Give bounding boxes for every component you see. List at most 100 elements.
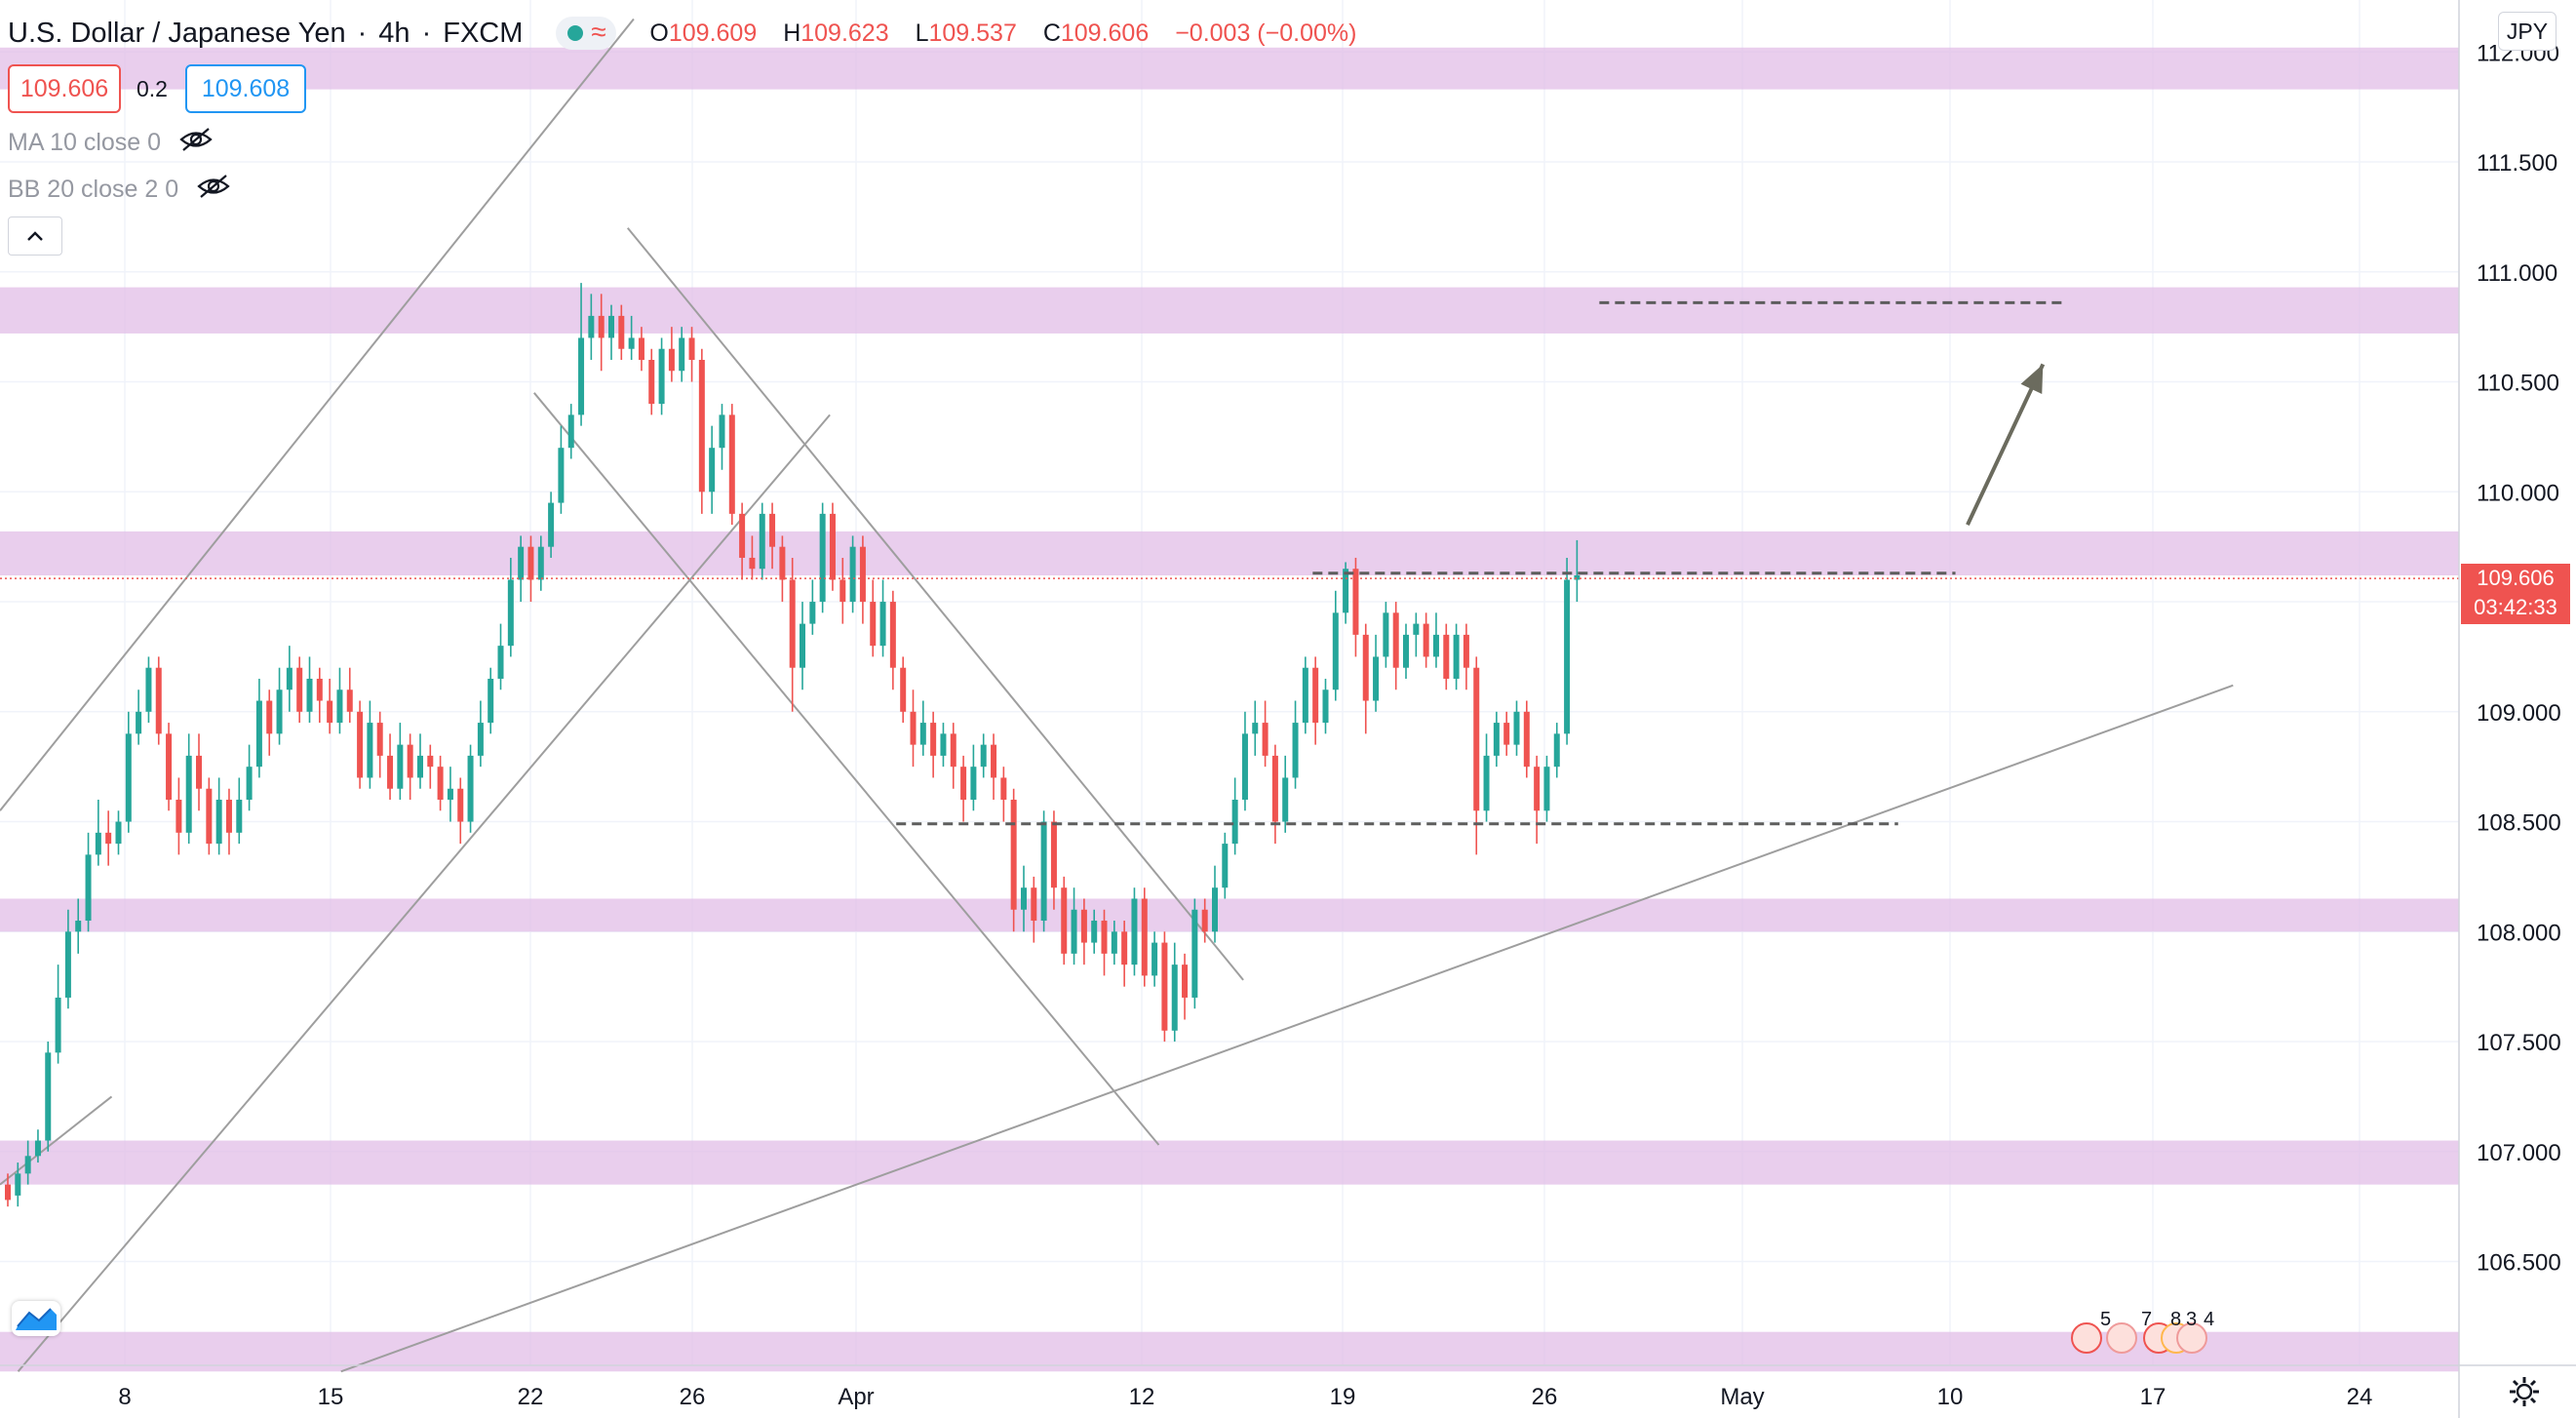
candle-body [588,315,595,338]
y-tick-label: 108.500 [2477,810,2561,837]
candle-body [488,678,494,724]
eye-off-icon[interactable] [178,127,214,159]
bar-countdown: 03:42:33 [2474,595,2557,620]
trendline [0,18,635,811]
collapse-legend-button[interactable] [8,217,62,256]
candle-body [1432,634,1439,657]
sell-button[interactable]: 109.606 [8,64,121,113]
spread-label: 0.2 [137,76,168,101]
candle-body [1212,887,1218,932]
candle-body [507,579,514,647]
candle-body [1252,723,1259,734]
candle-body [1403,634,1410,668]
candle-body [839,579,846,603]
candle-body [246,767,253,800]
arrow-shaft [1966,363,2046,526]
x-tick-label: May [1720,1384,1764,1410]
candle-body [1322,689,1329,724]
zone-band [0,531,2459,575]
interval-label[interactable]: 4h [378,17,410,49]
candle-body [306,678,313,712]
candle-body [1262,723,1268,756]
candle-body [5,1184,11,1201]
economic-events[interactable]: 5 7 8 3 4 [2065,1309,2246,1359]
candle-body [1020,887,1027,910]
candle-body [85,854,92,922]
candle-body [105,832,112,845]
x-tick-label: 10 [1937,1384,1964,1410]
x-tick-label: Apr [838,1384,874,1410]
candle-body [1373,656,1380,701]
trendline [340,684,2234,1373]
candle-body [196,755,203,789]
x-tick-label: 22 [518,1384,544,1410]
x-tick-label: 26 [680,1384,706,1410]
y-tick-label: 106.500 [2477,1250,2561,1277]
y-tick-label: 107.500 [2477,1030,2561,1056]
x-tick-label: 26 [1532,1384,1558,1410]
x-tick-label: 24 [2347,1384,2373,1410]
candle-body [709,448,716,492]
candle-body [115,821,122,845]
candle-body [1543,767,1550,811]
candle-body [497,646,504,679]
candle-body [1282,777,1289,822]
x-tick-label: 8 [118,1384,131,1410]
open-value: 109.609 [668,19,758,47]
candle-body [1121,931,1128,965]
candle-body [376,723,383,756]
x-tick-label: 19 [1330,1384,1356,1410]
candle-body [125,733,132,822]
candle-body [1292,723,1299,778]
candle-body [759,513,765,570]
candle-body [849,546,856,603]
buy-button[interactable]: 109.608 [185,64,306,113]
candle-body [1483,755,1490,811]
candle-body [859,546,866,603]
candle-body [1151,942,1158,976]
candle-body [34,1140,41,1157]
candle-body [1513,711,1520,745]
candle-body [1010,800,1017,910]
candle-body [879,602,886,647]
indicator-bb[interactable]: BB 20 close 2 0 [8,174,231,206]
indicator-ma[interactable]: MA 10 close 0 [8,127,214,159]
symbol-title[interactable]: U.S. Dollar / Japanese Yen [8,17,346,49]
y-tick-label: 108.000 [2477,920,2561,946]
candle-body [910,711,917,745]
candle-body [527,546,534,580]
chart-header: U.S. Dollar / Japanese Yen · 4h · FXCM ≈… [0,12,1366,55]
candle-body [457,788,464,822]
candle-body [346,689,353,712]
market-status-icon[interactable]: ≈ [556,17,617,50]
candle-body [1392,612,1399,668]
candle-body [1071,909,1077,954]
candle-body [185,755,192,833]
candle-body [1201,909,1208,932]
candle-body [1111,931,1117,954]
low-value: 109.537 [928,19,1017,47]
dashed-levels [896,300,2068,826]
candle-body [467,755,474,822]
close-value: 109.606 [1060,19,1150,47]
candle-body [266,700,273,734]
candle-body [679,337,685,372]
candle-body [477,723,484,756]
currency-badge[interactable]: JPY [2498,12,2556,51]
candle-body [819,513,826,603]
candle-body [447,788,453,800]
candle-body [1523,711,1530,768]
candle-body [255,700,262,768]
candle-body [919,723,926,745]
tradingview-logo-icon[interactable] [12,1301,60,1336]
y-tick-label: 111.000 [2477,260,2557,287]
candle-body [991,744,997,778]
eye-off-icon[interactable] [196,174,231,206]
candle-body [960,767,967,800]
gear-icon[interactable] [2508,1375,2541,1408]
candle-body [276,689,283,734]
candle-body [1091,921,1098,943]
y-tick-label: 110.000 [2477,480,2559,506]
candle-body [236,800,243,833]
